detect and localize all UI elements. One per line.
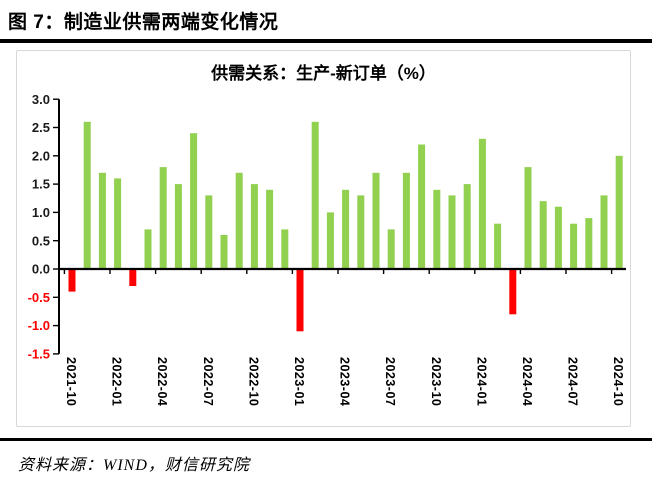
x-tick-label: 2021-10 <box>64 357 78 406</box>
bar <box>68 269 76 292</box>
bar <box>129 269 137 286</box>
y-tick-label: 0.0 <box>32 262 50 277</box>
bar <box>418 144 426 269</box>
bar <box>98 172 106 269</box>
bar <box>174 184 182 269</box>
bar <box>144 229 152 269</box>
bar <box>342 189 350 269</box>
bar <box>585 218 593 269</box>
bar <box>266 189 274 269</box>
bar <box>372 172 380 269</box>
bar <box>250 184 258 269</box>
bar <box>524 167 532 269</box>
y-tick-label: 3.0 <box>32 92 50 107</box>
bar <box>83 121 91 269</box>
y-tick-label: 2.0 <box>32 148 50 163</box>
x-tick-label: 2022-10 <box>246 357 260 406</box>
bar <box>494 223 502 269</box>
bar <box>235 172 243 269</box>
y-tick-label: 1.5 <box>32 177 50 192</box>
bar <box>281 229 289 269</box>
bar <box>478 138 486 269</box>
footer-divider <box>0 438 652 441</box>
bar <box>402 172 410 269</box>
bar <box>463 184 471 269</box>
bar <box>448 195 456 269</box>
x-tick-label: 2022-01 <box>110 357 124 406</box>
y-tick-label: -0.5 <box>28 290 50 305</box>
bar <box>296 269 304 332</box>
bar <box>190 133 198 269</box>
header-divider <box>0 39 652 43</box>
y-tick-label: -1.0 <box>28 318 50 333</box>
chart-panel: 3.0 2.5 2.0 1.5 1.0 0.5 0.0 -0.5 -1.0 -1.5 2021-10… <box>16 50 631 427</box>
chart-title: 供需关系：生产-新订单（%） <box>211 64 436 83</box>
bar <box>357 195 365 269</box>
bar <box>433 189 441 269</box>
x-tick-label: 2022-07 <box>201 357 215 406</box>
x-tick-label: 2024-07 <box>566 357 580 406</box>
source-note: 资料来源：WIND，财信研究院 <box>18 457 250 474</box>
y-tick-label: -1.5 <box>28 346 50 361</box>
x-tick-label: 2023-01 <box>292 357 306 406</box>
bar <box>600 195 608 269</box>
bar <box>570 223 578 269</box>
bar <box>509 269 517 315</box>
y-tick-label: 2.5 <box>32 120 50 135</box>
x-tick-label: 2024-01 <box>474 357 488 406</box>
figure-caption: 图 7：制造业供需两端变化情况 <box>8 12 279 33</box>
x-tick-label: 2023-07 <box>383 357 397 406</box>
bar <box>554 206 562 269</box>
bar <box>615 155 623 269</box>
bar <box>159 167 167 269</box>
bar <box>220 235 228 269</box>
x-tick-label: 2024-04 <box>520 357 534 406</box>
bar <box>539 201 547 269</box>
x-tick-label: 2023-04 <box>338 357 352 406</box>
bar <box>387 229 395 269</box>
bar <box>311 121 319 269</box>
bar <box>205 195 213 269</box>
bar <box>114 178 122 269</box>
bar-chart: 3.0 2.5 2.0 1.5 1.0 0.5 0.0 -0.5 -1.0 -1.5 2021-10… <box>28 92 626 406</box>
x-tick-label: 2023-10 <box>429 357 443 406</box>
bar <box>326 212 334 269</box>
y-tick-label: 0.5 <box>32 233 50 248</box>
y-tick-label: 1.0 <box>32 205 50 220</box>
x-tick-label: 2022-04 <box>155 357 169 406</box>
x-tick-label: 2024-10 <box>611 357 625 406</box>
